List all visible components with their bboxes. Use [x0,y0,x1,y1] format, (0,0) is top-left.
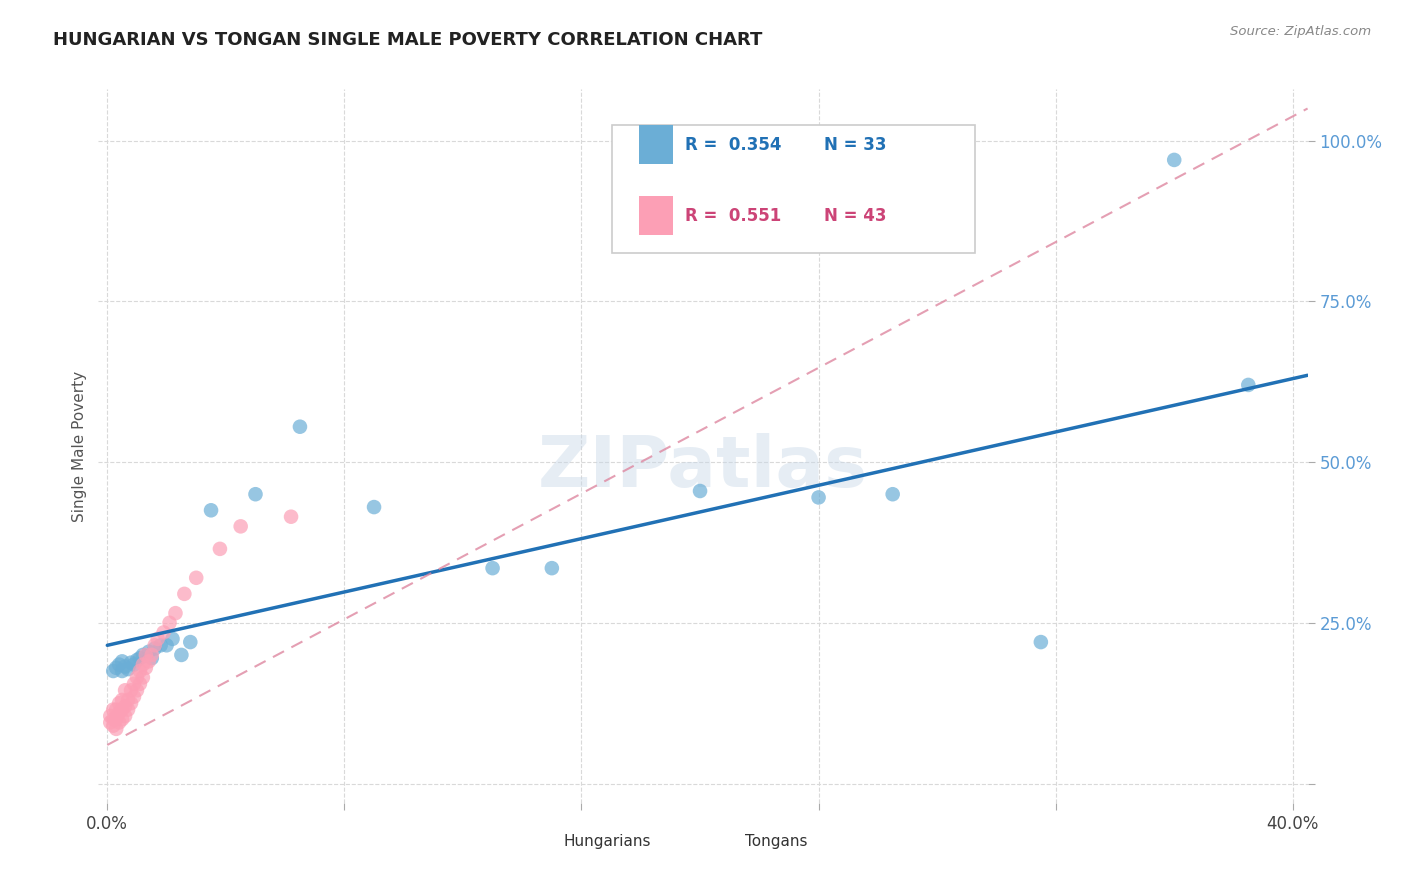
Point [132,648,155,662]
Point [481,561,503,575]
Point [122,690,145,704]
Bar [638,125,673,164]
Point [540,561,562,575]
Text: ZIPatlas: ZIPatlas [538,433,868,502]
Point [120,683,142,698]
Point [103,664,125,678]
Point [111,712,134,726]
Text: R =  0.354: R = 0.354 [685,136,782,153]
Point [132,657,155,672]
Text: Hungarians: Hungarians [564,834,651,849]
Point [229,519,252,533]
Point [807,491,830,505]
Point [122,657,145,672]
Text: HUNGARIAN VS TONGAN SINGLE MALE POVERTY CORRELATION CHART: HUNGARIAN VS TONGAN SINGLE MALE POVERTY … [53,31,763,49]
Point [108,715,131,730]
Text: N = 43: N = 43 [824,207,886,225]
Point [208,541,231,556]
Point [280,509,302,524]
Point [129,677,152,691]
Bar [638,196,673,235]
Point [186,571,208,585]
Point [1029,635,1052,649]
Point [111,654,134,668]
Point [125,670,148,684]
Text: N = 33: N = 33 [824,136,886,153]
Point [111,693,134,707]
Point [103,712,125,726]
Point [159,615,181,630]
Point [138,654,160,668]
Point [105,661,128,675]
Point [98,715,121,730]
Point [165,606,187,620]
Point [114,709,136,723]
Point [105,712,128,726]
Point [105,702,128,716]
Point [122,677,145,691]
Point [363,500,385,514]
Point [141,648,163,662]
Point [146,632,169,646]
Point [1237,378,1260,392]
Point [141,651,163,665]
Point [162,632,184,646]
FancyBboxPatch shape [613,125,976,253]
Point [108,696,131,710]
Point [129,651,152,665]
Text: R =  0.551: R = 0.551 [685,207,782,225]
Point [135,648,157,662]
Point [245,487,267,501]
Point [117,662,139,676]
Point [120,696,142,710]
Y-axis label: Single Male Poverty: Single Male Poverty [72,370,87,522]
Point [882,487,904,501]
Point [132,670,155,684]
Point [125,653,148,667]
Point [111,664,134,678]
Point [117,693,139,707]
Point [138,645,160,659]
Point [143,638,166,652]
Text: Tongans: Tongans [745,834,808,849]
Point [170,648,193,662]
Point [103,702,125,716]
Point [288,419,311,434]
Text: Source: ZipAtlas.com: Source: ZipAtlas.com [1230,25,1371,38]
Point [149,638,172,652]
Point [98,709,121,723]
Point [114,683,136,698]
Point [152,625,174,640]
Point [179,635,201,649]
Point [200,503,222,517]
Point [125,683,148,698]
Point [114,699,136,714]
Point [120,656,142,670]
Point [129,664,152,678]
Point [114,659,136,673]
Point [108,657,131,672]
Point [108,706,131,720]
Point [117,702,139,716]
Point [143,641,166,656]
Point [614,153,637,167]
Point [111,702,134,716]
Point [173,587,195,601]
Point [689,483,711,498]
Point [135,661,157,675]
Point [155,638,177,652]
Point [105,722,128,736]
Bar [534,828,558,855]
Bar [716,828,740,855]
Point [1163,153,1185,167]
Point [103,719,125,733]
